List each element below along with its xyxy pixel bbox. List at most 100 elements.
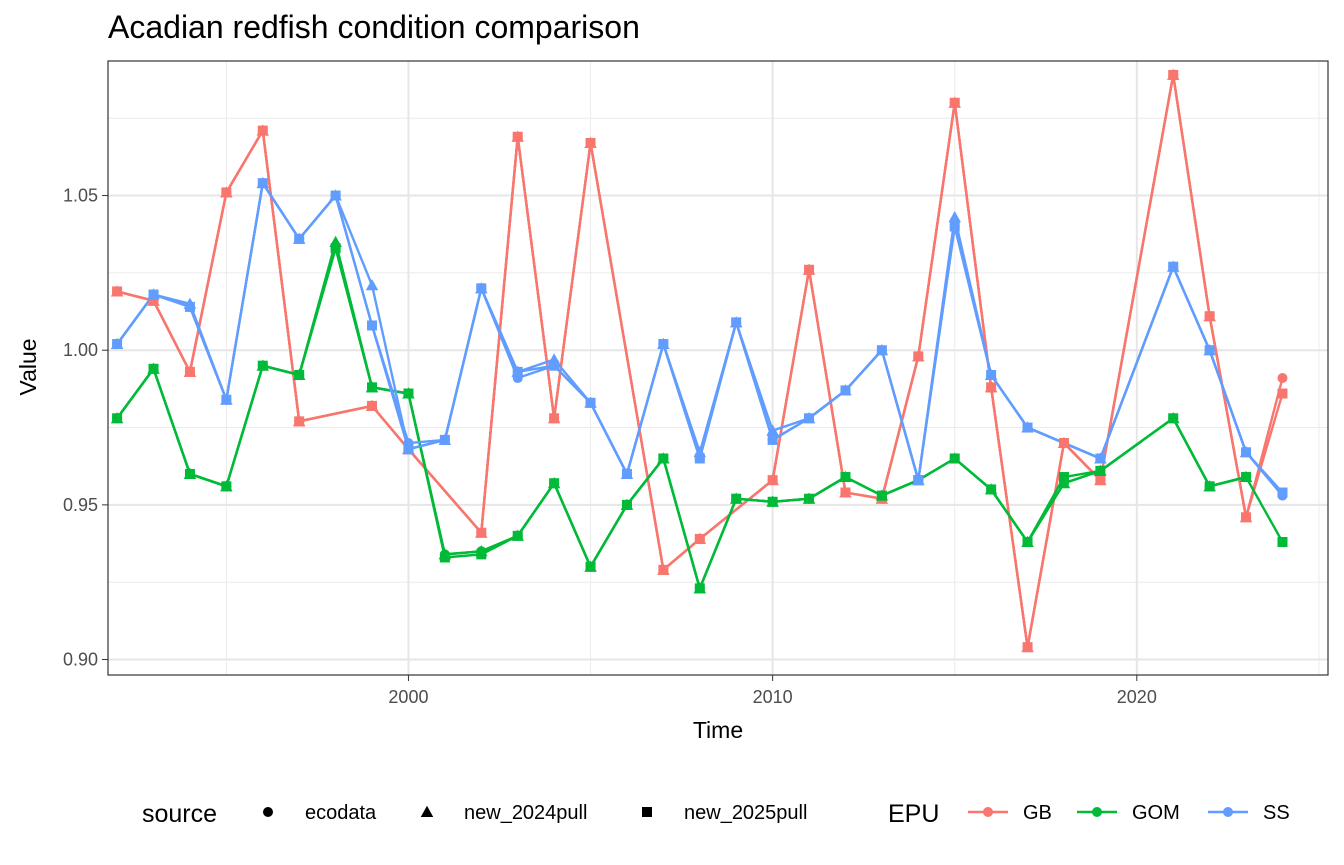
x-axis-title: Time [693, 717, 743, 743]
data-point-ss-new_2025pull [367, 320, 378, 331]
y-tick-label: 1.05 [63, 186, 98, 206]
data-point-gb-new_2025pull [1058, 438, 1069, 449]
data-point-gb-new_2025pull [913, 351, 924, 362]
data-point-ss-new_2025pull [549, 360, 560, 371]
data-point-ss-new_2025pull [439, 434, 450, 445]
data-point-gom-new_2025pull [221, 481, 232, 492]
data-point-ss-new_2025pull [1168, 261, 1179, 272]
data-point-gb-new_2025pull [148, 295, 159, 306]
data-point-ss-new_2025pull [184, 301, 195, 312]
data-point-gom-new_2025pull [367, 382, 378, 393]
data-point-ss-new_2025pull [658, 339, 669, 350]
data-point-gom-new_2025pull [148, 363, 159, 374]
data-point-gom-new_2025pull [549, 478, 560, 489]
y-tick-label: 0.90 [63, 650, 98, 670]
data-point-ss-new_2025pull [1022, 422, 1033, 433]
data-point-ss-new_2024pull [766, 424, 779, 436]
data-point-ss-new_2025pull [1241, 447, 1252, 458]
series-line-gb-new_2025pull [116, 73, 1284, 649]
data-point-gom-new_2025pull [257, 360, 268, 371]
data-point-ss-new_2025pull [876, 345, 887, 356]
data-point-gb-new_2025pull [585, 137, 596, 148]
data-point-ss-new_2025pull [148, 289, 159, 300]
data-point-gb-new_2025pull [694, 533, 705, 544]
data-point-ss-new_2025pull [330, 190, 341, 201]
data-point-ss-new_2025pull [1277, 487, 1288, 498]
data-point-gom-new_2025pull [184, 468, 195, 479]
legend-source-entries: ecodata new_2024pull new_2025pull [263, 802, 807, 824]
data-point-gom-new_2025pull [804, 493, 815, 504]
data-point-ss-new_2025pull [986, 369, 997, 380]
data-point-gb-new_2025pull [367, 400, 378, 411]
data-point-gb-new_2025pull [986, 382, 997, 393]
legend-label-new_2024pull: new_2024pull [464, 802, 587, 824]
data-point-gb-new_2025pull [476, 527, 487, 538]
data-point-gom-new_2025pull [112, 413, 123, 424]
data-point-ss-new_2025pull [694, 453, 705, 464]
legend-title-source: source [142, 800, 217, 828]
legend-key-ecodata [263, 807, 273, 817]
legend: source ecodata new_2024pull new_2025pull E… [142, 800, 1290, 828]
data-point-gb-new_2025pull [257, 125, 268, 136]
panel-border [107, 60, 1329, 676]
data-point-ss-new_2025pull [913, 475, 924, 486]
data-point-gb-new_2025pull [1277, 388, 1288, 399]
data-point-gb-new_2025pull [804, 264, 815, 275]
data-point-ss-new_2025pull [294, 233, 305, 244]
data-point-ss-new_2025pull [767, 434, 778, 445]
x-tick-label: 2020 [1117, 687, 1157, 707]
data-point-gb-new_2025pull [184, 366, 195, 377]
legend-key-gom [1092, 807, 1102, 817]
y-tick-label: 0.95 [63, 495, 98, 515]
data-point-gom-new_2025pull [476, 549, 487, 560]
y-axis-title: Value [15, 338, 41, 395]
data-point-gom-new_2025pull [767, 496, 778, 507]
legend-label-new_2025pull: new_2025pull [684, 802, 807, 824]
data-point-gom-new_2025pull [1058, 472, 1069, 483]
legend-label-gb: GB [1023, 802, 1052, 824]
data-point-gom-new_2024pull [1057, 476, 1071, 489]
data-point-gb-new_2025pull [949, 97, 960, 108]
data-point-gb-new_2025pull [1022, 642, 1033, 653]
data-point-gb-new_2025pull [1168, 69, 1179, 80]
legend-label-ecodata: ecodata [305, 802, 377, 824]
legend-label-gom: GOM [1132, 802, 1180, 824]
data-point-ss-new_2025pull [840, 385, 851, 396]
y-tick-label: 1.00 [63, 340, 98, 360]
plot-area: 2000 2010 2020 0.90 0.95 1.00 1.05 [63, 60, 1329, 707]
data-point-ss-new_2025pull [621, 468, 632, 479]
data-point-gb-new_2025pull [221, 187, 232, 198]
series-line-gom-new_2025pull [116, 246, 1284, 590]
data-point-gom-new_2025pull [330, 243, 341, 254]
data-point-gb-new_2025pull [512, 131, 523, 142]
data-point-gb-new_2025pull [1204, 311, 1215, 322]
data-point-gom-new_2025pull [1277, 536, 1288, 547]
legend-key-ss [1223, 807, 1233, 817]
data-point-gb-new_2025pull [658, 564, 669, 575]
data-point-gom-new_2025pull [840, 472, 851, 483]
data-point-ss-new_2025pull [112, 339, 123, 350]
data-point-gb-new_2025pull [1241, 512, 1252, 523]
data-point-ss-new_2025pull [257, 178, 268, 189]
data-point-ss-new_2025pull [585, 397, 596, 408]
data-point-gb-new_2025pull [767, 475, 778, 486]
data-point-gom-new_2025pull [986, 484, 997, 495]
legend-epu-entries: GB GOM SS [968, 802, 1290, 824]
x-tick-label: 2010 [753, 687, 793, 707]
data-point-gom-new_2025pull [621, 499, 632, 510]
data-point-gom-new_2025pull [1241, 472, 1252, 483]
data-point-gb-new_2025pull [294, 416, 305, 427]
data-point-gom-new_2025pull [1204, 481, 1215, 492]
data-point-ss-new_2025pull [731, 317, 742, 328]
data-point-gom-new_2025pull [403, 388, 414, 399]
data-point-gom-new_2025pull [658, 453, 669, 464]
data-point-gb-new_2025pull [840, 487, 851, 498]
data-point-ss-new_2025pull [949, 221, 960, 232]
data-point-gb-new_2025pull [549, 413, 560, 424]
data-point-gom-new_2025pull [1168, 413, 1179, 424]
legend-key-new_2025pull [642, 807, 652, 817]
data-point-ss-new_2025pull [221, 394, 232, 405]
data-point-gb-ecodata [1277, 373, 1288, 384]
legend-key-new_2024pull [420, 805, 434, 817]
data-point-ss-new_2024pull [948, 210, 961, 223]
